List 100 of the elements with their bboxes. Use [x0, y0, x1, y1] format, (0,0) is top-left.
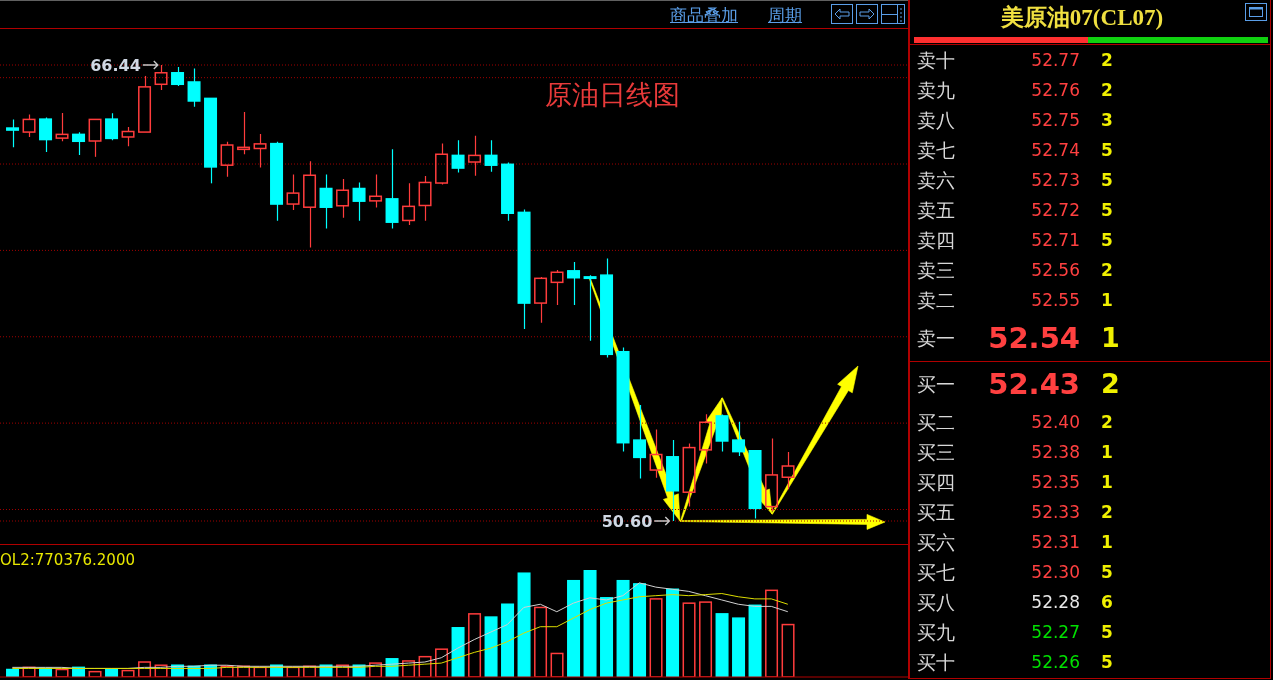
category-label: 买五	[917, 500, 955, 524]
category-label: 买一	[917, 372, 955, 396]
bar	[534, 606, 548, 677]
bar	[748, 604, 762, 677]
candlestick	[567, 261, 581, 306]
bar	[682, 602, 696, 677]
bar	[600, 597, 614, 677]
data-label: 2	[1101, 368, 1120, 400]
data-label: 52.55	[1031, 289, 1080, 312]
data-label: 5	[1101, 651, 1113, 674]
text: 周期	[768, 4, 802, 26]
candlestick	[6, 118, 20, 148]
data-label: 52.28	[1031, 591, 1080, 614]
data-label: 1	[1101, 531, 1113, 554]
candlestick	[270, 141, 284, 222]
bar	[468, 613, 482, 677]
data-label: 52.31	[1031, 531, 1080, 554]
data-label: 52.76	[1031, 79, 1080, 102]
data-label: 52.38	[1031, 441, 1080, 464]
annotation: 50.60	[601, 511, 653, 531]
bar	[765, 589, 779, 677]
data-label: 52.73	[1031, 169, 1080, 192]
candlestick	[682, 442, 696, 508]
candlestick	[418, 175, 432, 222]
data-label: 52.27	[1031, 621, 1080, 644]
category-label: 卖九	[917, 78, 955, 102]
data-label: 52.35	[1031, 471, 1080, 494]
category-label: 卖六	[917, 168, 955, 192]
candlestick	[781, 451, 795, 490]
bar	[484, 616, 498, 677]
candlestick	[319, 173, 333, 230]
candlestick	[352, 181, 366, 222]
candlestick	[402, 182, 416, 226]
data-label: 52.77	[1031, 49, 1080, 72]
category-label: 买六	[917, 530, 955, 554]
data-label: 52.72	[1031, 199, 1080, 222]
data-label: 52.75	[1031, 109, 1080, 132]
candlestick	[237, 111, 251, 155]
category-label: 买二	[917, 410, 955, 434]
data-label: 5	[1101, 169, 1113, 192]
bar	[501, 603, 515, 677]
data-label: 2	[1101, 49, 1113, 72]
category-label: 卖一	[917, 326, 955, 350]
data-label: 52.54	[988, 321, 1080, 355]
candlestick	[484, 139, 498, 173]
category-label: 买十	[917, 650, 955, 674]
data-label: 2	[1101, 411, 1113, 434]
category-label: 卖三	[917, 258, 955, 282]
bar	[517, 572, 531, 677]
category-label: 买四	[917, 470, 955, 494]
candlestick	[336, 178, 350, 219]
text: 美原油07(CL07)	[999, 4, 1165, 32]
candlestick	[666, 439, 680, 521]
data-label: 52.26	[1031, 651, 1080, 674]
data-label: 2	[1101, 79, 1113, 102]
bar	[732, 617, 746, 677]
candlestick	[732, 421, 746, 457]
bar	[633, 583, 647, 677]
candlestick	[583, 274, 597, 342]
candlestick	[55, 112, 69, 142]
bar	[649, 598, 663, 677]
bar	[583, 570, 597, 677]
data-label: 2	[1101, 501, 1113, 524]
data-label: 5	[1101, 561, 1113, 584]
data-label: 52.43	[988, 367, 1080, 401]
bar	[666, 588, 680, 677]
data-label: 6	[1101, 591, 1113, 614]
category-label: 买九	[917, 620, 955, 644]
data-label: 5	[1101, 229, 1113, 252]
category-label: 卖十	[917, 48, 955, 72]
data-label: 1	[1101, 441, 1113, 464]
candlestick	[649, 428, 663, 479]
bar	[699, 601, 713, 677]
category-label: 卖四	[917, 228, 955, 252]
bar	[451, 627, 465, 677]
category-label: 卖七	[917, 138, 955, 162]
candlestick	[517, 208, 531, 330]
category-label: 卖五	[917, 198, 955, 222]
data-label: 52.40	[1031, 411, 1080, 434]
chart-title: OL2:770376.2000	[0, 551, 135, 569]
data-label: 52.30	[1031, 561, 1080, 584]
data-label: 3	[1101, 109, 1113, 132]
candlestick	[550, 269, 564, 306]
data-label: 5	[1101, 139, 1113, 162]
data-label: 52.33	[1031, 501, 1080, 524]
candlestick	[765, 437, 779, 512]
data-label: 2	[1101, 259, 1113, 282]
candlestick	[699, 413, 713, 465]
candlestick	[600, 257, 614, 359]
bar	[781, 623, 795, 677]
candlestick	[385, 148, 399, 230]
data-label: 52.74	[1031, 139, 1080, 162]
candlestick	[187, 67, 201, 108]
data-label: 1	[1101, 289, 1113, 312]
candlestick	[303, 160, 317, 249]
candlestick	[468, 135, 482, 177]
bar	[616, 579, 630, 677]
text: 原油日线图	[545, 80, 680, 110]
candlestick	[253, 133, 267, 169]
bar	[550, 652, 564, 677]
